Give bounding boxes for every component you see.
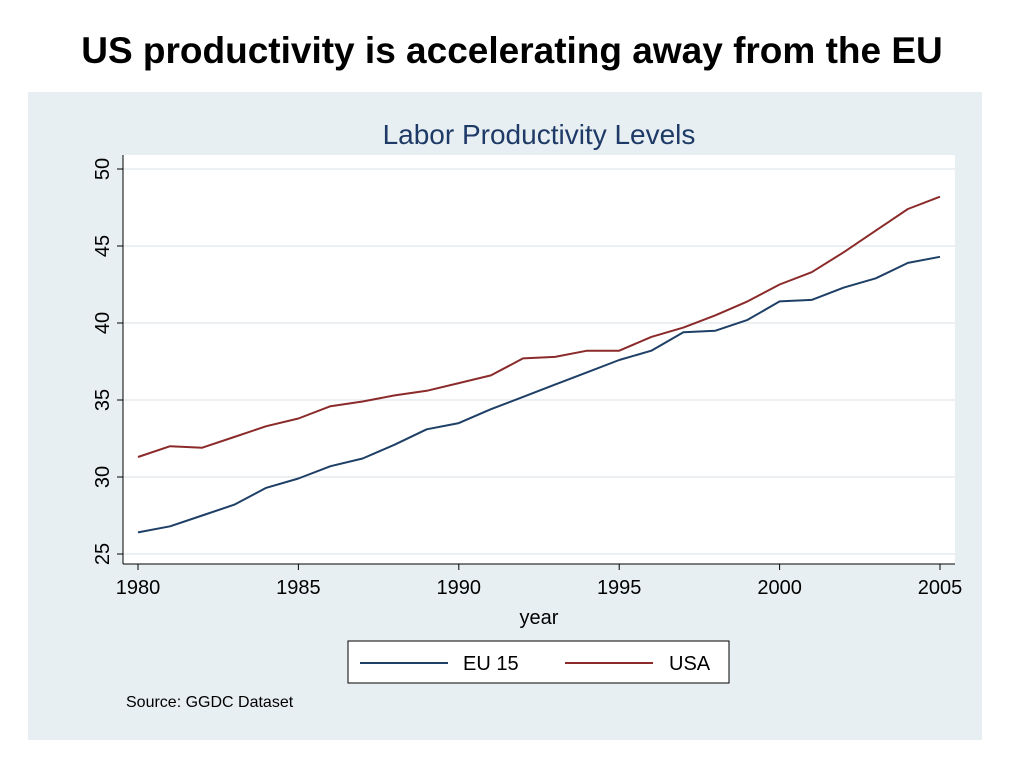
source-note: Source: GGDC Dataset [126, 694, 294, 711]
gridlines [123, 168, 955, 555]
slide-title: US productivity is accelerating away fro… [81, 30, 943, 71]
x-tick-label: 1985 [276, 577, 321, 599]
y-tick-label: 40 [92, 312, 114, 334]
x-tick-label: 2000 [757, 577, 802, 599]
y-tick-label: 50 [92, 158, 114, 180]
y-tick-label: 25 [92, 543, 114, 565]
legend-label-eu15: EU 15 [463, 653, 519, 675]
y-axis-ticks: 25 30 35 40 45 50 [92, 158, 123, 565]
x-axis-label: year [520, 607, 559, 629]
y-tick-label: 45 [92, 235, 114, 257]
plot-area [123, 155, 955, 564]
y-tick-label: 35 [92, 389, 114, 411]
x-axis-ticks: 1980 1985 1990 1995 2000 2005 [116, 564, 963, 599]
legend: EU 15 USA [347, 640, 730, 684]
x-tick-label: 1990 [437, 577, 482, 599]
x-tick-label: 1995 [597, 577, 642, 599]
chart-panel: Labor Productivity Levels 25 30 35 40 45 50 1… [28, 92, 982, 740]
x-tick-label: 2005 [918, 577, 963, 599]
series-line-usa [137, 195, 941, 458]
y-tick-label: 30 [92, 466, 114, 488]
legend-label-usa: USA [669, 653, 711, 675]
axes [122, 155, 955, 565]
series-line-eu15 [137, 255, 941, 534]
series-lines [137, 195, 941, 534]
chart-title: Labor Productivity Levels [383, 119, 696, 150]
x-tick-label: 1980 [116, 577, 161, 599]
line-chart: Labor Productivity Levels 25 30 35 40 45 50 1… [92, 119, 963, 684]
